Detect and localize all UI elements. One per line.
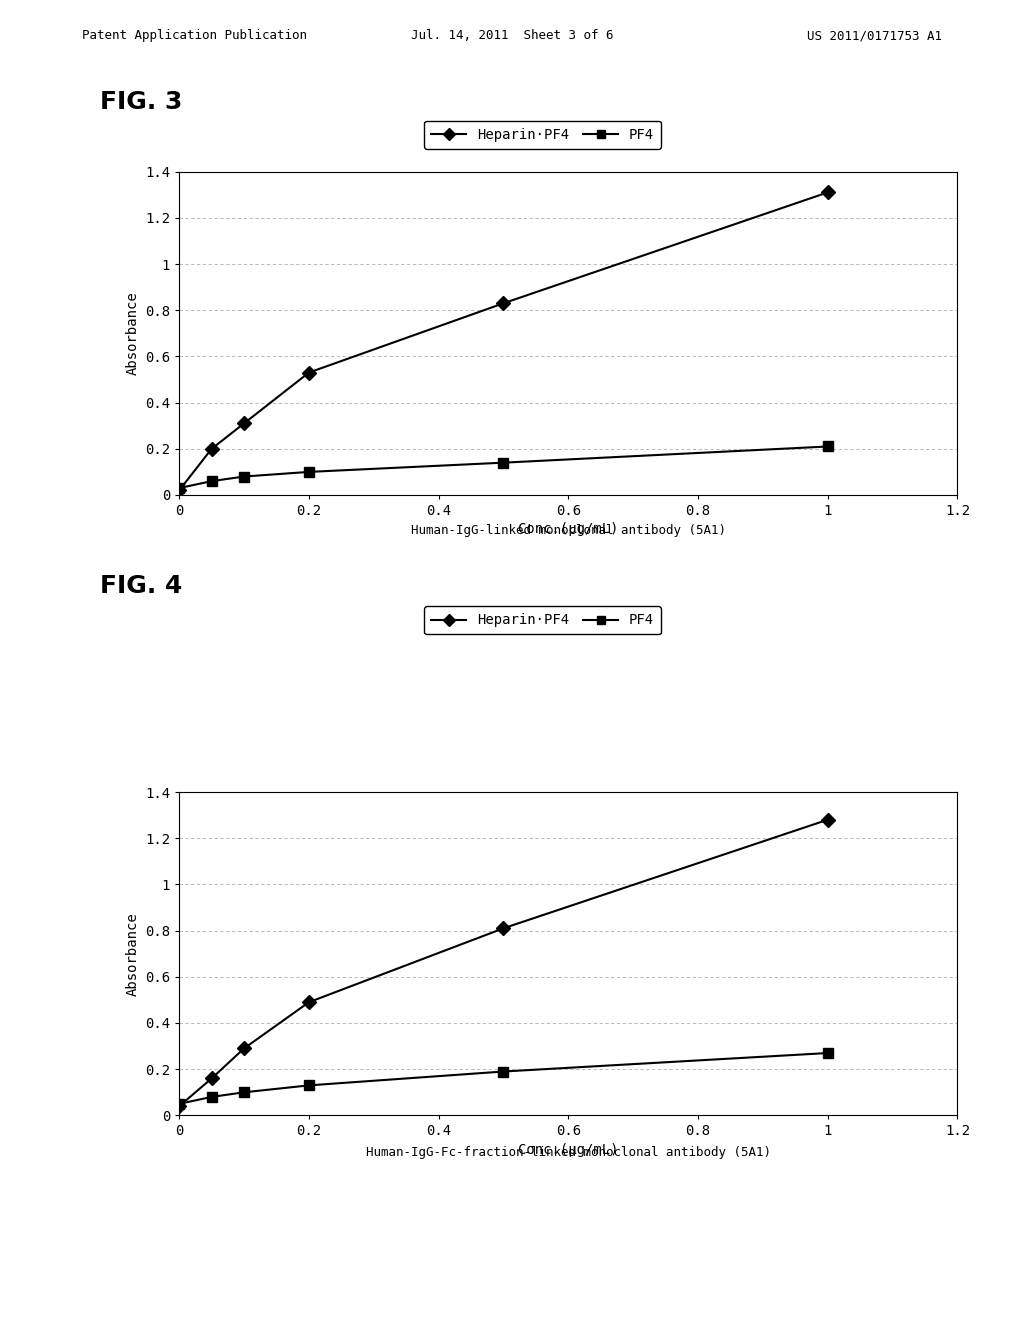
Text: FIG. 4: FIG. 4: [100, 574, 182, 598]
Y-axis label: Absorbance: Absorbance: [126, 292, 139, 375]
Text: Human-IgG-linked monoclonal antibody (5A1): Human-IgG-linked monoclonal antibody (5A…: [411, 524, 726, 537]
X-axis label: Conc.(μg/mL): Conc.(μg/mL): [518, 1143, 618, 1156]
Y-axis label: Absorbance: Absorbance: [126, 912, 139, 995]
Text: Patent Application Publication: Patent Application Publication: [82, 29, 307, 42]
X-axis label: Conc.(μg/mL): Conc.(μg/mL): [518, 523, 618, 536]
Text: Human-IgG-Fc-fraction-linked monoclonal antibody (5A1): Human-IgG-Fc-fraction-linked monoclonal …: [366, 1146, 771, 1159]
Text: Jul. 14, 2011  Sheet 3 of 6: Jul. 14, 2011 Sheet 3 of 6: [411, 29, 613, 42]
Text: FIG. 3: FIG. 3: [100, 90, 182, 114]
Legend: Heparin·PF4, PF4: Heparin·PF4, PF4: [424, 606, 662, 635]
Legend: Heparin·PF4, PF4: Heparin·PF4, PF4: [424, 120, 662, 149]
Text: US 2011/0171753 A1: US 2011/0171753 A1: [807, 29, 942, 42]
